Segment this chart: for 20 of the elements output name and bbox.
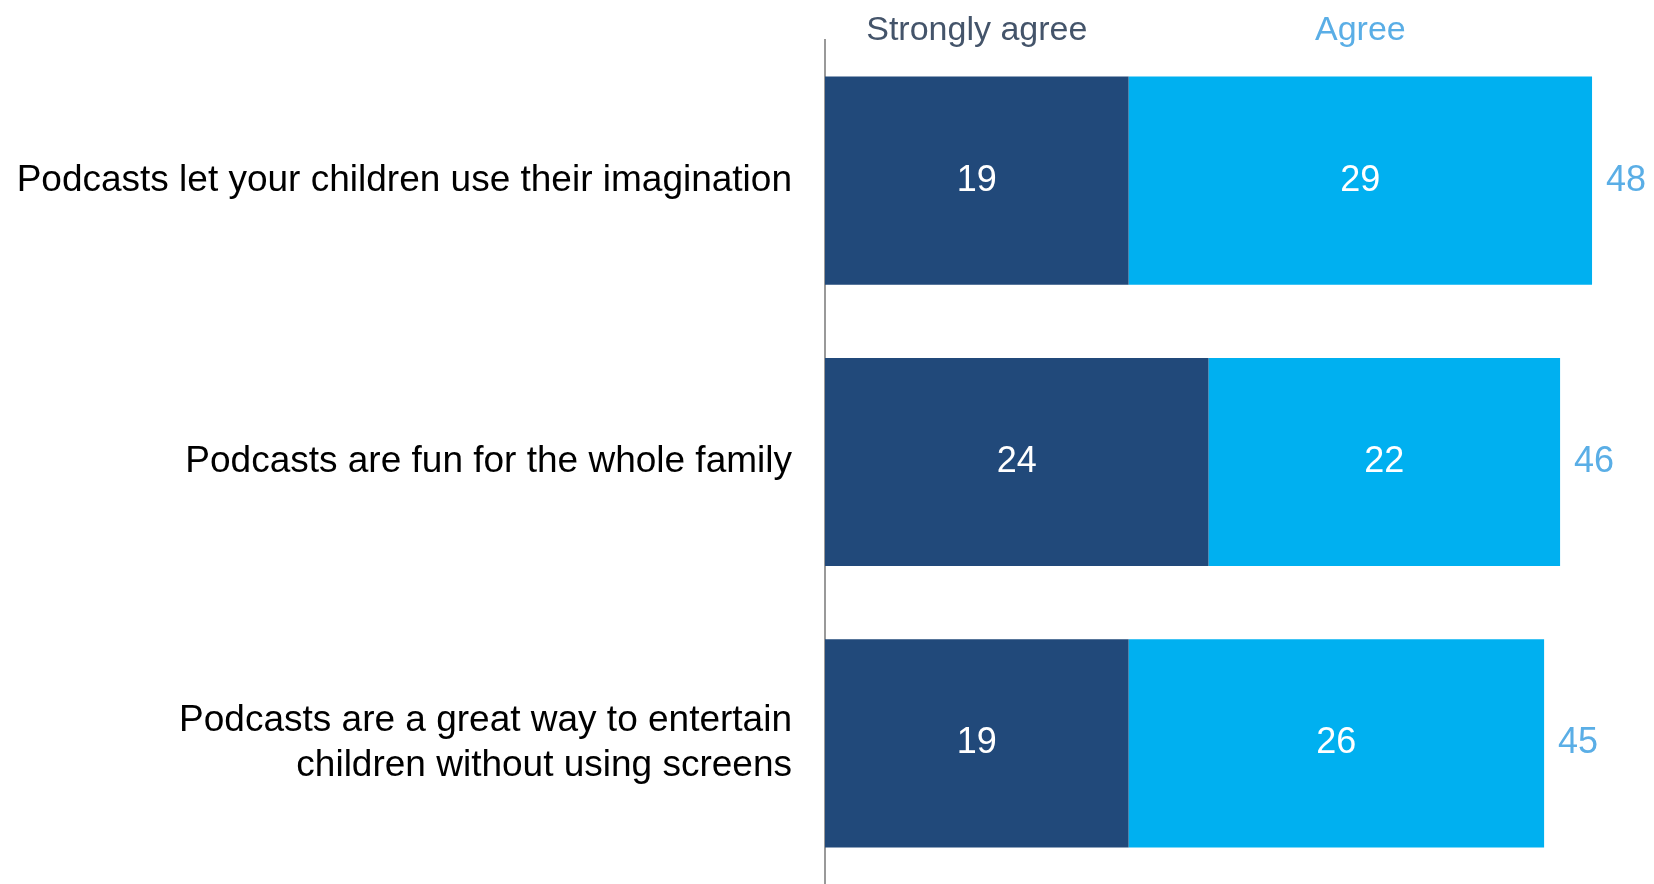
bar [1128,639,1545,848]
y-tick-label: Podcasts are a great way to entertain children without using screens [179,698,792,784]
total-label: 46 [1574,438,1615,480]
data-label: 19 [956,720,997,762]
y-tick-label: Podcasts are fun for the whole family [185,439,793,481]
y-tick-label: Podcasts let your children use their imagination [16,157,792,199]
series-label: Strongly agree [866,9,1088,47]
data-label: 26 [1316,720,1357,762]
data-label: 19 [956,157,997,199]
data-label: 24 [996,438,1037,480]
series-label: Agree [1314,9,1406,47]
bar [825,639,1129,848]
bar [1128,76,1593,285]
bar [1208,357,1561,567]
data-label: 29 [1340,157,1381,199]
data-label: 22 [1364,438,1405,480]
total-label: 48 [1606,157,1647,199]
total-label: 45 [1558,720,1599,762]
bar [825,76,1129,285]
bar [825,357,1209,567]
